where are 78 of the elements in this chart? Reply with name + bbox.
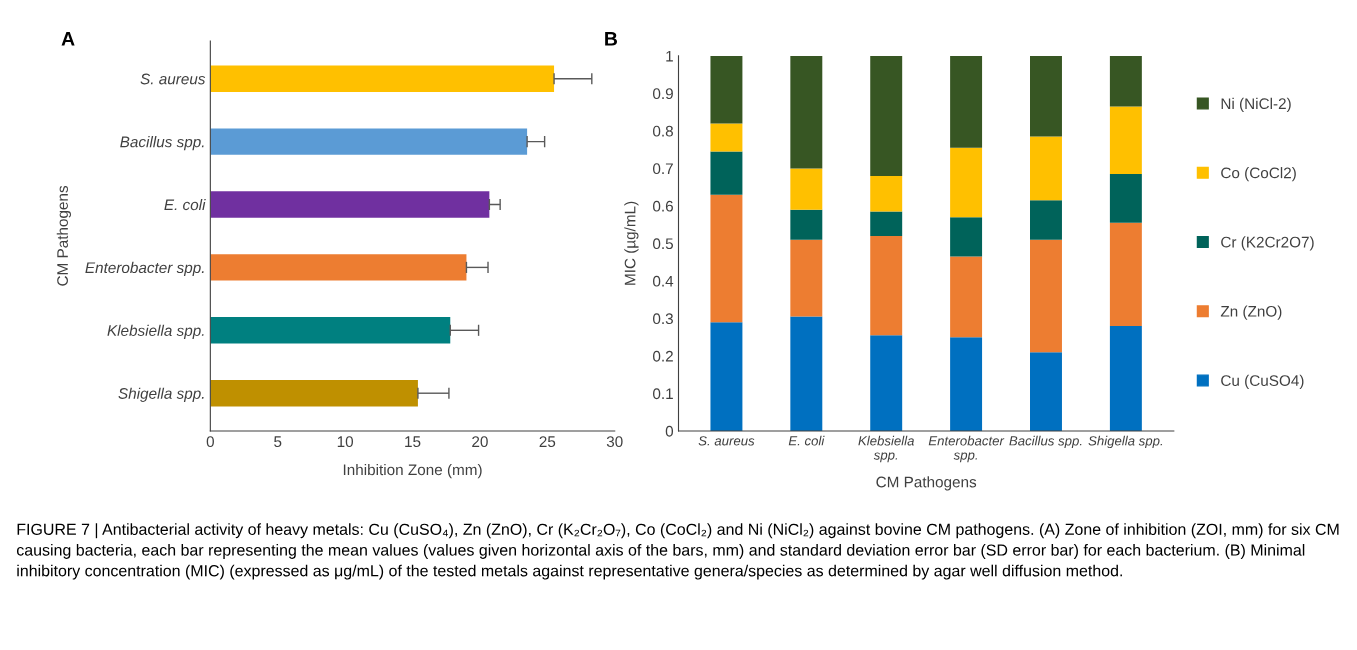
legend-label: Zn (ZnO) xyxy=(1220,305,1282,320)
bar xyxy=(790,316,823,431)
bar xyxy=(1109,174,1142,223)
bar xyxy=(870,55,903,176)
bar xyxy=(710,123,743,152)
bar xyxy=(790,55,823,169)
x-tick-label: S. aureus xyxy=(698,436,755,446)
x-axis-title: CM Pathogens xyxy=(876,476,977,491)
x-tick-label: 30 xyxy=(606,436,623,448)
x-tick-label: E. coli xyxy=(788,435,825,446)
bar xyxy=(710,194,743,323)
y-axis-title: CM Pathogens xyxy=(56,185,71,286)
bar xyxy=(870,175,903,212)
bar xyxy=(710,322,743,431)
x-tick-label: 0 xyxy=(206,436,214,448)
bar xyxy=(950,55,983,148)
bar xyxy=(950,256,983,338)
caption: FIGURE 7 | Antibacterial activity of heavy metals: Cu (CuSO₄), Zn (ZnO), Cr (K₂Cr₂O₇), Co (CoCl₂) and Ni (NiCl₂) against bovine CM pathogens. (A) Zone of inhibition (ZOI, mm) for six CM causing bacteria, each bar representing the mean values (values given horizontal axis of the bars, mm) and standard deviation error bar (SD error bar) for each bacterium. (B) Minimal inhibitory concentration (MIC) (expressed as μg/mL) of the tested metals against representative genera/species as determined by agar well diffusion method. xyxy=(16,523,1339,580)
bar xyxy=(210,65,555,92)
y-tick-label: E. coli xyxy=(164,198,206,211)
annotation: B xyxy=(605,32,618,46)
bar xyxy=(1030,200,1062,240)
y-tick-label: 0.1 xyxy=(653,388,673,400)
bar xyxy=(210,191,490,218)
bar xyxy=(1109,222,1142,326)
x-tick-label: Shigella spp. xyxy=(1088,435,1163,449)
bar xyxy=(870,335,903,431)
legend-label: Cr (K2Cr2O7) xyxy=(1221,236,1314,251)
y-axis-title: MIC (µg/mL) xyxy=(624,201,639,285)
legend-label: Cu (CuSO4) xyxy=(1221,374,1304,390)
x-tick-label: 10 xyxy=(337,436,354,448)
bar xyxy=(1030,352,1062,431)
y-tick-label: 0.3 xyxy=(653,313,673,325)
bar xyxy=(790,239,823,317)
bar xyxy=(210,254,467,281)
y-tick-label: 0.4 xyxy=(653,275,674,287)
y-tick-label: 0.7 xyxy=(653,163,673,175)
legend-label: Ni (NiCl-2) xyxy=(1221,97,1291,113)
text: A xyxy=(61,32,75,46)
x-tick-label: Klebsiella spp. xyxy=(858,435,914,463)
y-tick-label: Shigella spp. xyxy=(118,387,204,402)
x-tick-label: Bacillus spp. xyxy=(1009,435,1082,449)
y-tick-label: Bacillus spp. xyxy=(120,136,204,151)
bar xyxy=(790,168,823,210)
bar xyxy=(710,151,743,195)
y-tick-label: 0 xyxy=(665,425,674,437)
bar xyxy=(1030,239,1062,353)
bar xyxy=(1030,55,1062,137)
bar xyxy=(950,217,983,257)
y-tick-label: Enterobacter spp. xyxy=(85,261,204,277)
bar xyxy=(1109,55,1142,107)
y-tick-label: 1 xyxy=(666,50,673,62)
y-tick-label: S. aureus xyxy=(140,73,206,85)
bar xyxy=(210,317,451,344)
y-tick-label: 0.5 xyxy=(653,238,673,250)
bar xyxy=(210,380,418,407)
bar xyxy=(870,211,903,236)
x-axis-title: Inhibition Zone (mm) xyxy=(343,463,482,479)
x-tick-label: 15 xyxy=(405,436,421,448)
bar xyxy=(950,337,983,431)
y-tick-label: 0.2 xyxy=(653,350,673,362)
y-tick-label: Klebsiella spp. xyxy=(107,324,204,340)
x-tick-label: 20 xyxy=(472,436,488,448)
bar xyxy=(1030,136,1062,201)
x-tick-label: 25 xyxy=(539,436,556,448)
bar xyxy=(950,147,983,218)
bar xyxy=(1109,325,1142,431)
y-tick-label: 0.8 xyxy=(653,125,673,137)
bar xyxy=(1109,106,1142,175)
legend-label: Co (CoCl2) xyxy=(1221,167,1296,182)
y-tick-label: 0.9 xyxy=(653,88,673,100)
bar xyxy=(790,209,823,240)
x-tick-label: Enterobacter spp. xyxy=(928,435,1005,463)
bar xyxy=(710,55,743,124)
bar xyxy=(210,128,528,155)
bar xyxy=(870,235,903,336)
y-tick-label: 0.6 xyxy=(653,200,673,212)
x-tick-label: 5 xyxy=(274,436,282,448)
